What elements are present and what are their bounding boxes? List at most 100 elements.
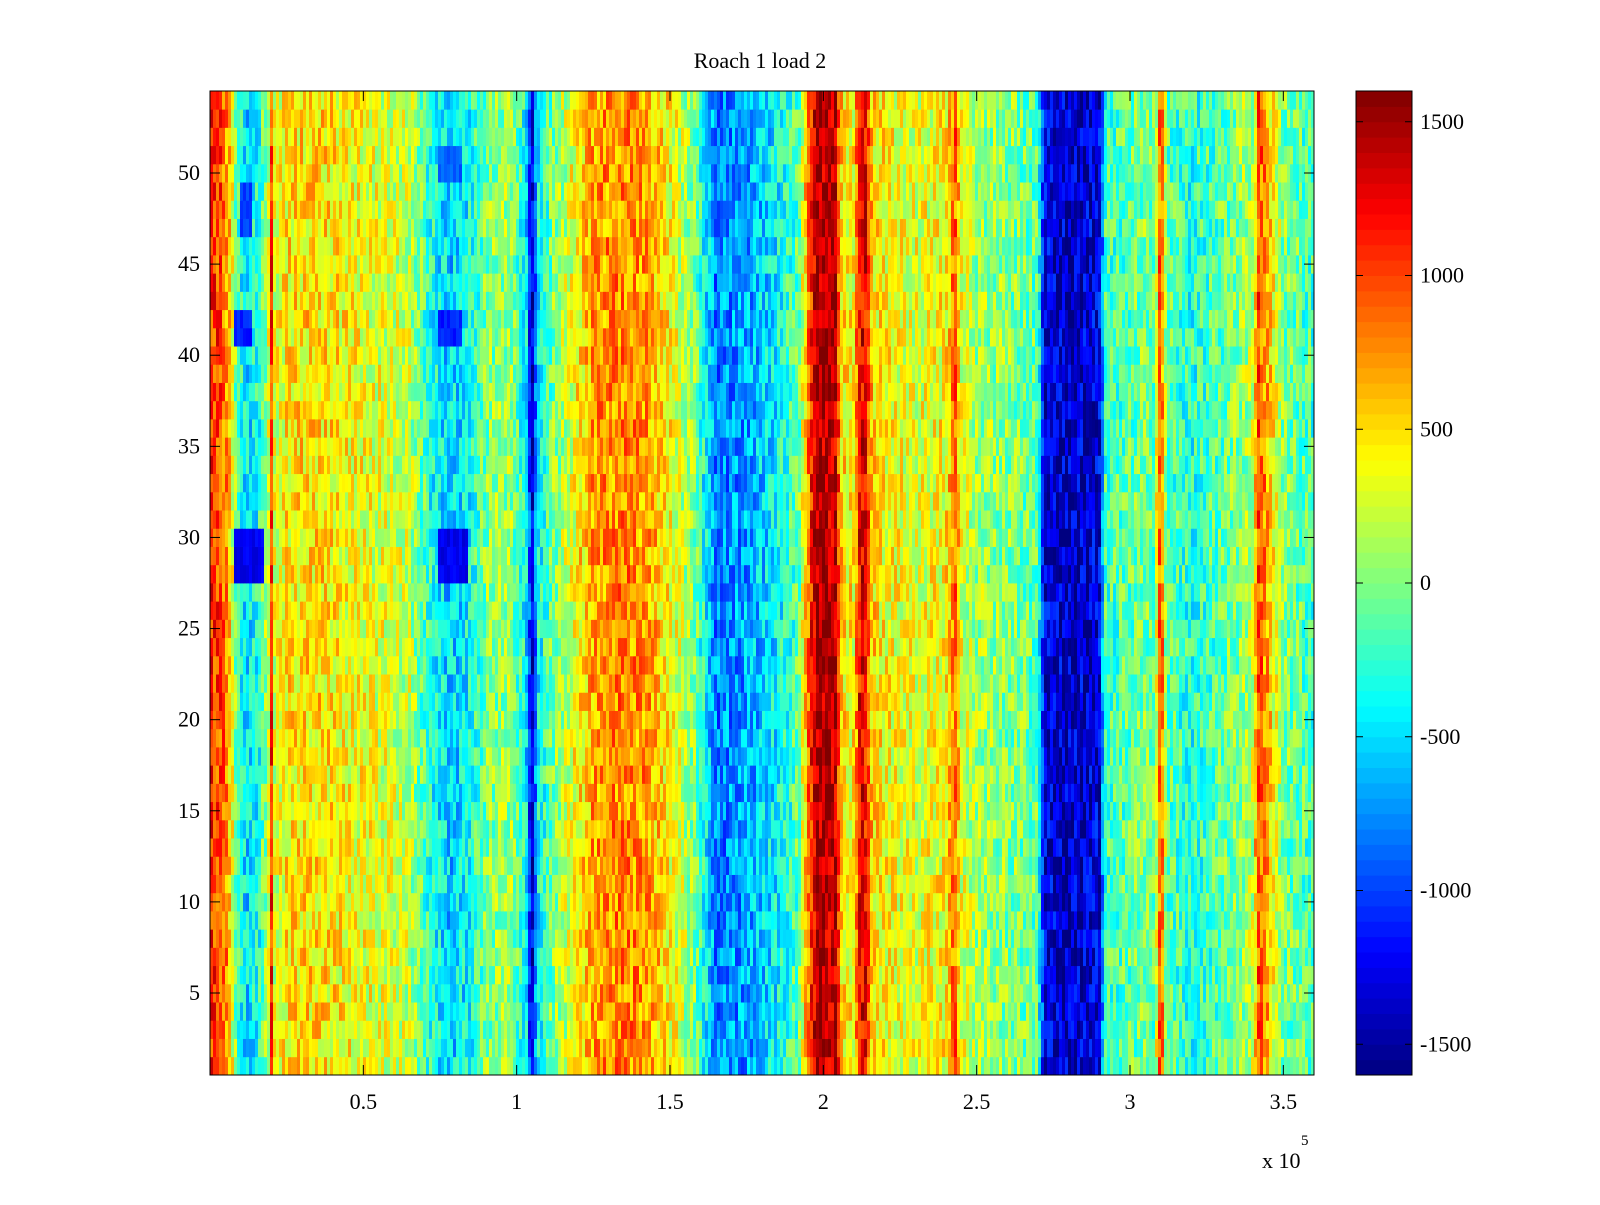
heatmap-cell [444, 893, 447, 912]
heatmap-cell [663, 1020, 666, 1039]
heatmap-cell [267, 984, 270, 1003]
heatmap-cell [285, 820, 288, 839]
heatmap-cell [522, 1057, 525, 1076]
heatmap-cell [1284, 966, 1287, 985]
heatmap-cell [273, 856, 276, 875]
heatmap-cell [522, 856, 525, 875]
heatmap-cell [477, 820, 480, 839]
heatmap-cell [402, 856, 405, 875]
heatmap-cell [525, 1002, 528, 1021]
heatmap-cell [723, 1039, 726, 1058]
heatmap-cell [486, 984, 489, 1003]
heatmap-cell [912, 1002, 915, 1021]
heatmap-cell [675, 929, 678, 948]
heatmap-cell [276, 911, 279, 930]
heatmap-cell [927, 947, 930, 966]
heatmap-cell [327, 911, 330, 930]
heatmap-cell [483, 1039, 486, 1058]
heatmap-cell [759, 966, 762, 985]
heatmap-cell [243, 1039, 246, 1058]
heatmap-cell [1245, 893, 1248, 912]
heatmap-cell [1287, 911, 1290, 930]
heatmap-cell [483, 820, 486, 839]
heatmap-cell [267, 820, 270, 839]
heatmap-cell [405, 966, 408, 985]
heatmap-cell [552, 1057, 555, 1076]
heatmap-cell [1230, 929, 1233, 948]
heatmap-cell [591, 966, 594, 985]
heatmap-cell [1014, 1057, 1017, 1076]
heatmap-cell [939, 1057, 942, 1076]
heatmap-cell [1215, 947, 1218, 966]
heatmap-cell [1104, 1020, 1107, 1039]
heatmap-cell [1035, 911, 1038, 930]
heatmap-cell [366, 1002, 369, 1021]
heatmap-cell [219, 1002, 222, 1021]
heatmap-cell [1119, 947, 1122, 966]
heatmap-cell [456, 947, 459, 966]
heatmap-cell [489, 820, 492, 839]
heatmap-cell [387, 820, 390, 839]
heatmap-cell [1149, 856, 1152, 875]
heatmap-cell [1179, 875, 1182, 894]
heatmap-cell [687, 1057, 690, 1076]
heatmap-cell [252, 838, 255, 857]
heatmap-cell [954, 929, 957, 948]
heatmap-cell [606, 1020, 609, 1039]
heatmap-cell [537, 1039, 540, 1058]
heatmap-cell [870, 875, 873, 894]
heatmap-cell [1095, 838, 1098, 857]
heatmap-cell [699, 1039, 702, 1058]
heatmap-cell [939, 875, 942, 894]
heatmap-cell [837, 1020, 840, 1039]
heatmap-cell [387, 966, 390, 985]
heatmap-cell [903, 1057, 906, 1076]
heatmap-cell [588, 875, 591, 894]
heatmap-cell [825, 911, 828, 930]
heatmap-cell [408, 1039, 411, 1058]
heatmap-cell [618, 1020, 621, 1039]
heatmap-cell [1194, 856, 1197, 875]
heatmap-cell [849, 893, 852, 912]
heatmap-cell [1068, 966, 1071, 985]
heatmap-cell [285, 911, 288, 930]
heatmap-cell [735, 929, 738, 948]
heatmap-cell [498, 856, 501, 875]
heatmap-cell [1128, 893, 1131, 912]
heatmap-cell [966, 838, 969, 857]
heatmap-cell [651, 838, 654, 857]
heatmap-cell [408, 911, 411, 930]
heatmap-cell [1305, 856, 1308, 875]
heatmap-cell [843, 966, 846, 985]
heatmap-cell [582, 984, 585, 1003]
heatmap-cell [399, 966, 402, 985]
heatmap-cell [405, 856, 408, 875]
heatmap-cell [1008, 1002, 1011, 1021]
heatmap-cell [951, 911, 954, 930]
heatmap-cell [795, 1002, 798, 1021]
heatmap-cell [210, 856, 213, 875]
heatmap-cell [393, 893, 396, 912]
heatmap-cell [1200, 911, 1203, 930]
heatmap-cell [1158, 1020, 1161, 1039]
heatmap-cell [462, 929, 465, 948]
heatmap-cell [273, 911, 276, 930]
heatmap-cell [768, 947, 771, 966]
heatmap-cell [216, 838, 219, 857]
heatmap-cell [633, 875, 636, 894]
heatmap-cell [240, 947, 243, 966]
heatmap-cell [813, 1039, 816, 1058]
heatmap-cell [225, 1057, 228, 1076]
heatmap-cell [432, 1039, 435, 1058]
heatmap-cell [573, 1002, 576, 1021]
heatmap-cell [768, 984, 771, 1003]
heatmap-cell [639, 1057, 642, 1076]
heatmap-cell [720, 856, 723, 875]
heatmap-cell [393, 1039, 396, 1058]
heatmap-cell [378, 947, 381, 966]
heatmap-cell [756, 1039, 759, 1058]
heatmap-cell [486, 1057, 489, 1076]
heatmap-cell [381, 856, 384, 875]
heatmap-cell [435, 929, 438, 948]
heatmap-cell [453, 875, 456, 894]
